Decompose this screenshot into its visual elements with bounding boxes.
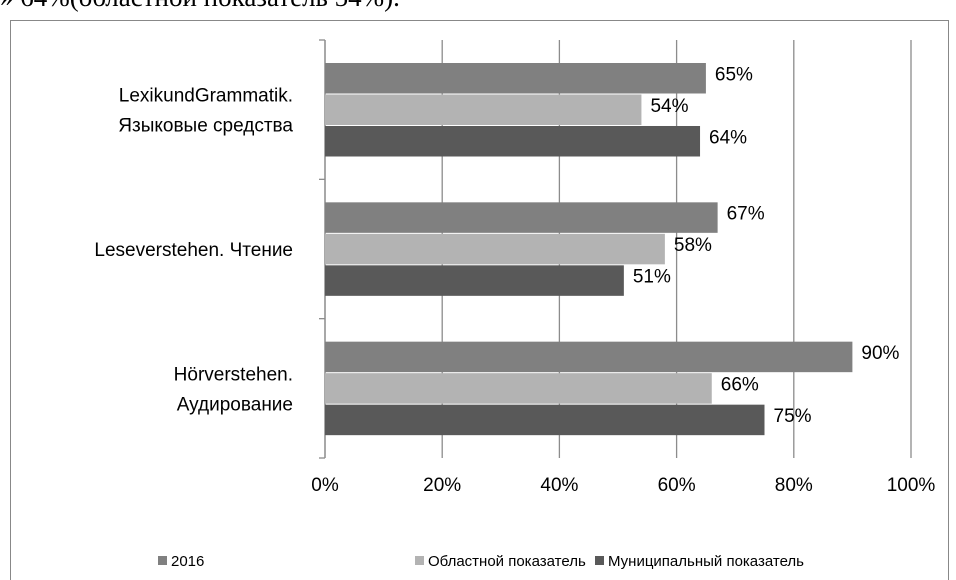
x-tick-label: 20% [423, 475, 461, 496]
bar [325, 404, 765, 436]
bar [325, 341, 853, 373]
y-tick-label: Hörverstehen. Аудирование [174, 364, 293, 415]
y-tick-label-line: Аудирование [177, 394, 293, 415]
legend-label: Областной показатель [428, 553, 586, 570]
y-tick-label: Leseverstehen. Чтение [94, 240, 293, 261]
x-tick-label: 100% [887, 475, 936, 496]
legend-label: Муниципальный показатель [608, 553, 804, 570]
header-text: » 64%(областной показатель 54%). [0, 0, 400, 12]
x-tick-label: 60% [658, 475, 696, 496]
data-label: 58% [674, 235, 712, 256]
chart-frame [10, 20, 949, 580]
legend-swatch [595, 556, 604, 565]
data-label: 54% [650, 96, 688, 117]
legend-label: 2016 [171, 553, 204, 570]
bar [325, 126, 701, 157]
y-tick-label: LexikundGrammatik. Языковые средства [118, 86, 293, 137]
y-tick-label-line: Языковые средства [118, 116, 293, 137]
legend-swatch [158, 556, 167, 565]
data-label: 75% [774, 406, 812, 427]
data-label: 67% [727, 204, 765, 225]
data-label: 64% [709, 127, 747, 148]
bar [325, 373, 712, 404]
y-tick-label-line: Hörverstehen. [174, 364, 293, 385]
x-tick-label: 40% [540, 475, 578, 496]
bar [325, 202, 718, 233]
bar [325, 63, 706, 94]
data-label: 66% [721, 374, 759, 395]
x-tick-label: 80% [775, 475, 813, 496]
bar [325, 233, 665, 265]
y-tick-label-line: Leseverstehen. Чтение [94, 240, 293, 261]
x-tick-label: 0% [311, 475, 339, 496]
data-label: 65% [715, 64, 753, 85]
data-label: 90% [861, 343, 899, 364]
bar [325, 94, 642, 125]
legend-swatch [415, 556, 424, 565]
bar [325, 265, 624, 296]
data-label: 51% [633, 267, 671, 288]
y-tick-label-line: LexikundGrammatik. [119, 86, 293, 107]
